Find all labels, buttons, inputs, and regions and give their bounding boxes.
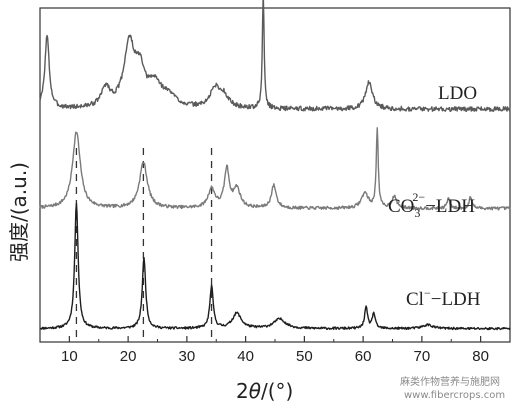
- series-line-0: [39, 0, 511, 112]
- series-label-cl-ldh: Cl−−LDH: [406, 286, 481, 310]
- x-axis-title: 2θ/(°): [236, 379, 293, 403]
- watermark-line-1: 麻类作物营养与施肥网: [400, 375, 500, 388]
- x-tick-label-80: 80: [472, 348, 489, 365]
- series-labels: LDO CO32−−LDH Cl−−LDH: [388, 83, 481, 310]
- x-tick-label-40: 40: [237, 348, 254, 365]
- series-label-ldo: LDO: [438, 83, 477, 104]
- x-tick-label-70: 70: [414, 348, 431, 365]
- series-line-1: [39, 127, 511, 211]
- x-tick-label-30: 30: [179, 348, 196, 365]
- series-label-co3-ldh: CO32−−LDH: [388, 190, 475, 220]
- y-axis-title: 强度/(a.u.): [7, 162, 31, 262]
- x-tick-label-20: 20: [120, 348, 137, 365]
- watermark-line-2: www.fibercrops.com: [404, 390, 505, 401]
- series-group: [39, 0, 511, 331]
- reference-lines: [75, 148, 213, 340]
- x-tick-label-50: 50: [296, 348, 313, 365]
- x-axis-ticks: 10 20 30 40 50 60 70 80: [39, 336, 511, 365]
- x-tick-label-60: 60: [355, 348, 372, 365]
- series-line-2: [39, 202, 511, 331]
- x-tick-label-10: 10: [61, 348, 78, 365]
